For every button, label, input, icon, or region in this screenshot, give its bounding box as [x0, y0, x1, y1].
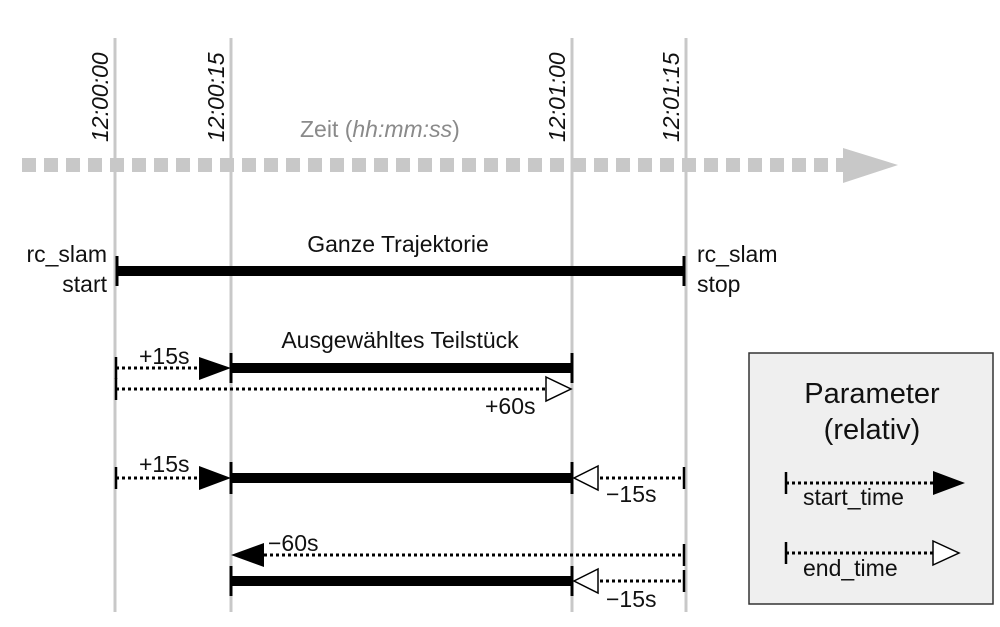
- axis-label-unit: hh:mm:ss: [352, 116, 452, 142]
- axis-label-suffix: ): [452, 116, 460, 142]
- ex1-start-arrowhead: [199, 357, 231, 380]
- whole-trajectory: Ganze Trajektorie rc_slam start rc_slam …: [26, 231, 777, 297]
- tick-label-3: 12:01:00: [544, 52, 570, 142]
- time-axis-label: Zeit (hh:mm:ss): [300, 116, 460, 142]
- legend-title-line2: (relativ): [824, 414, 921, 446]
- ex3-end-arrowhead: [572, 567, 599, 595]
- legend-end-label: end_time: [803, 555, 898, 581]
- legend-box: Parameter (relativ) start_time end_time: [748, 352, 994, 605]
- ex2-start-arrowhead: [199, 466, 231, 490]
- tick-label-1: 12:00:00: [87, 52, 113, 142]
- ex3-end-label: −15s: [606, 586, 657, 612]
- rc-slam-start-line2: start: [62, 271, 107, 297]
- ex3-start-label: −60s: [268, 530, 319, 556]
- segment-title: Ausgewähltes Teilstück: [281, 327, 519, 353]
- ex2-end-arrowhead: [572, 464, 599, 492]
- tick-label-2: 12:00:15: [203, 52, 229, 142]
- ex3-start-arrowhead: [231, 543, 264, 567]
- example-1: Ausgewähltes Teilstück +15s +60s: [114, 327, 574, 419]
- time-axis-arrowhead: [843, 148, 898, 183]
- ex1-end-arrowhead: [545, 375, 573, 403]
- rc-slam-start-line1: rc_slam: [26, 241, 107, 267]
- legend-end-arrowhead: [932, 539, 961, 567]
- trajectory-title: Ganze Trajektorie: [307, 231, 489, 257]
- time-axis: Zeit (hh:mm:ss): [22, 116, 898, 183]
- legend-start-label: start_time: [803, 484, 904, 510]
- rc-slam-stop-line1: rc_slam: [697, 241, 778, 267]
- rc-slam-stop-line2: stop: [697, 271, 740, 297]
- tick-labels: 12:00:00 12:00:15 12:01:00 12:01:15: [87, 52, 684, 142]
- legend-title-line1: Parameter: [804, 378, 940, 410]
- ex2-start-label: +15s: [139, 451, 190, 477]
- ex1-end-label: +60s: [485, 393, 536, 419]
- ex1-start-label: +15s: [139, 343, 190, 369]
- guide-lines: [113, 38, 688, 612]
- tick-label-4: 12:01:15: [658, 52, 684, 142]
- example-3: −60s −15s: [229, 530, 686, 612]
- example-2: +15s −15s: [114, 451, 686, 507]
- axis-label-prefix: Zeit (: [300, 116, 353, 142]
- legend-start-arrowhead: [933, 471, 965, 495]
- ex2-end-label: −15s: [606, 481, 657, 507]
